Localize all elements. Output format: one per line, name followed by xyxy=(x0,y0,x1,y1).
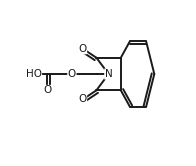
Text: O: O xyxy=(43,85,52,95)
Text: HO: HO xyxy=(25,69,42,79)
Text: O: O xyxy=(78,44,87,54)
Text: O: O xyxy=(78,94,87,104)
Text: N: N xyxy=(105,69,113,79)
Text: O: O xyxy=(68,69,76,79)
